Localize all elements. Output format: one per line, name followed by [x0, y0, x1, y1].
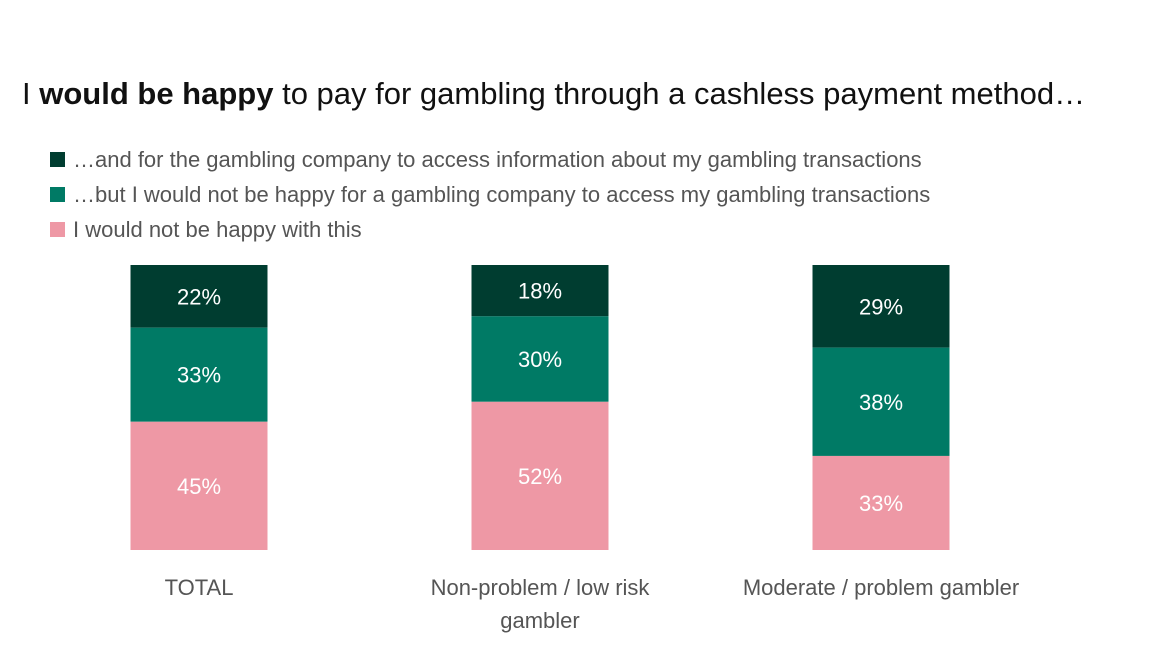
legend-item-accept: …and for the gambling company to access … — [50, 142, 930, 177]
chart-title: I would be happy to pay for gambling thr… — [22, 76, 1085, 112]
title-suffix: to pay for gambling through a cashless p… — [273, 76, 1086, 111]
title-bold: would be happy — [39, 76, 274, 111]
category-label: TOTAL — [165, 575, 234, 600]
legend-swatch-accept — [50, 152, 65, 167]
category-label: Moderate / problem gambler — [743, 575, 1019, 600]
legend-swatch-partial — [50, 187, 65, 202]
legend-item-not-happy: I would not be happy with this — [50, 212, 930, 247]
bar-segment — [471, 401, 609, 550]
bar-segment — [471, 316, 609, 402]
bar-segment — [471, 265, 609, 317]
title-prefix: I — [22, 76, 40, 111]
data-label: 22% — [177, 284, 221, 309]
legend-item-partial: …but I would not be happy for a gambling… — [50, 177, 930, 212]
data-label: 33% — [177, 363, 221, 388]
bar-segment — [130, 327, 268, 422]
bar-segment — [812, 347, 950, 456]
legend-label-partial: …but I would not be happy for a gambling… — [73, 181, 931, 207]
data-label: 33% — [859, 491, 903, 516]
data-label: 29% — [859, 294, 903, 319]
category-label: Non-problem / low risk — [431, 575, 651, 600]
bar-segment — [812, 265, 950, 348]
category-label: gambler — [500, 608, 579, 633]
data-label: 18% — [518, 279, 562, 304]
bar-segment — [130, 265, 268, 328]
legend-label-not-happy: I would not be happy with this — [73, 216, 362, 242]
data-label: 30% — [518, 347, 562, 372]
data-label: 38% — [859, 390, 903, 415]
data-label: 45% — [177, 474, 221, 499]
legend-label-accept: …and for the gambling company to access … — [73, 146, 922, 172]
legend: …and for the gambling company to access … — [50, 142, 930, 247]
data-label: 52% — [518, 464, 562, 489]
bar-segment — [812, 455, 950, 550]
bar-segment — [130, 421, 268, 550]
legend-swatch-not-happy — [50, 222, 65, 237]
